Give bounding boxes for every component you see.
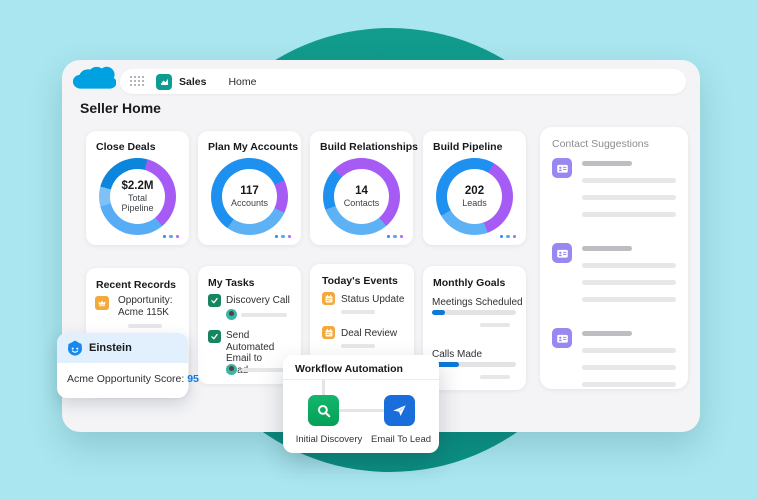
einstein-card: Einstein Acme Opportunity Score: 95 xyxy=(57,333,199,398)
card-title: Build Pipeline xyxy=(433,141,503,153)
card-build-pipeline: Build Pipeline 202 Leads xyxy=(423,131,526,245)
donut-label: Leads xyxy=(462,198,487,208)
card-title: Close Deals xyxy=(96,141,156,153)
carousel-dots[interactable] xyxy=(162,234,179,238)
panel-title: Contact Suggestions xyxy=(552,138,649,150)
card-plan-my-accounts: Plan My Accounts 117 Accounts xyxy=(198,131,301,245)
donut-value: 202 xyxy=(464,185,485,197)
contact-card-icon xyxy=(552,243,572,263)
global-nav-bar: Sales Home xyxy=(120,69,686,94)
skeleton-line xyxy=(480,323,510,327)
task-label[interactable]: Send Automated Email to Lead xyxy=(226,330,275,376)
goal-label: Calls Made xyxy=(432,349,483,360)
einstein-title: Einstein xyxy=(89,342,132,354)
donut-chart-close-deals: $2.2M Total Pipeline xyxy=(99,158,176,235)
page-title: Seller Home xyxy=(80,100,161,116)
carousel-dots[interactable] xyxy=(499,234,516,238)
progress-bar-meetings xyxy=(432,310,516,315)
card-build-relationships: Build Relationships 14 Contacts xyxy=(310,131,418,245)
popup-title: Workflow Automation xyxy=(295,363,403,375)
salesforce-cloud-logo xyxy=(72,66,116,89)
card-close-deals: Close Deals $2.2M Total Pipeline xyxy=(86,131,189,245)
einstein-header: Einstein xyxy=(57,333,188,363)
card-title: Today's Events xyxy=(322,275,398,287)
workflow-automation-popup: Workflow Automation Initial Discovery Em… xyxy=(283,355,439,453)
card-title: Build Relationships xyxy=(320,141,419,153)
donut-chart-accounts: 117 Accounts xyxy=(211,158,288,235)
einstein-icon xyxy=(68,340,82,356)
donut-chart-leads: 202 Leads xyxy=(436,158,513,235)
divider xyxy=(283,379,439,380)
skeleton-line xyxy=(241,313,287,317)
skeleton-line xyxy=(241,368,287,372)
record-link[interactable]: Opportunity: Acme 115K xyxy=(118,295,173,318)
event-label[interactable]: Deal Review xyxy=(341,328,398,339)
skeleton-line xyxy=(480,375,510,379)
send-icon xyxy=(393,405,406,417)
event-calendar-icon xyxy=(322,326,335,339)
donut-value: 14 xyxy=(355,185,368,197)
contact-suggestions-panel: Contact Suggestions xyxy=(540,127,688,389)
tab-home[interactable]: Home xyxy=(228,75,257,88)
card-monthly-goals: Monthly Goals Meetings Scheduled Calls M… xyxy=(423,266,526,390)
sales-app-icon[interactable] xyxy=(156,73,172,90)
workflow-step-email-to-lead[interactable] xyxy=(384,395,415,426)
einstein-score: Acme Opportunity Score: 95 xyxy=(67,373,199,385)
donut-label: Accounts xyxy=(230,198,269,208)
carousel-dots[interactable] xyxy=(274,234,291,238)
event-calendar-icon xyxy=(322,292,335,305)
skeleton-line xyxy=(128,324,162,328)
card-title: Monthly Goals xyxy=(433,277,506,289)
task-checkbox[interactable] xyxy=(208,330,221,343)
workflow-step-initial-discovery[interactable] xyxy=(308,395,339,426)
score-value: 95 xyxy=(187,373,199,385)
connector-line xyxy=(322,409,402,412)
progress-bar-calls xyxy=(432,362,516,367)
assignee-avatar xyxy=(226,309,237,320)
card-title: My Tasks xyxy=(208,277,255,289)
opportunity-icon xyxy=(95,296,109,310)
contact-card-icon xyxy=(552,158,572,178)
search-icon xyxy=(317,404,330,417)
skeleton-line xyxy=(341,310,375,314)
assignee-avatar xyxy=(226,364,237,375)
donut-value: $2.2M xyxy=(121,180,154,192)
step-label: Email To Lead xyxy=(371,434,432,445)
goal-label: Meetings Scheduled xyxy=(432,297,523,308)
step-label: Initial Discovery xyxy=(295,434,363,445)
app-name[interactable]: Sales xyxy=(179,75,207,88)
task-checkbox[interactable] xyxy=(208,294,221,307)
app-launcher-icon[interactable] xyxy=(130,75,146,88)
donut-label: Total Pipeline xyxy=(121,193,154,213)
donut-chart-contacts: 14 Contacts xyxy=(323,158,400,235)
carousel-dots[interactable] xyxy=(386,234,403,238)
task-label[interactable]: Discovery Call xyxy=(226,295,290,306)
card-title: Plan My Accounts xyxy=(208,141,299,153)
card-title: Recent Records xyxy=(96,279,176,291)
donut-value: 117 xyxy=(240,185,259,197)
contact-card-icon xyxy=(552,328,572,348)
donut-label: Contacts xyxy=(343,198,380,208)
skeleton-line xyxy=(341,344,375,348)
event-label[interactable]: Status Update xyxy=(341,294,405,305)
